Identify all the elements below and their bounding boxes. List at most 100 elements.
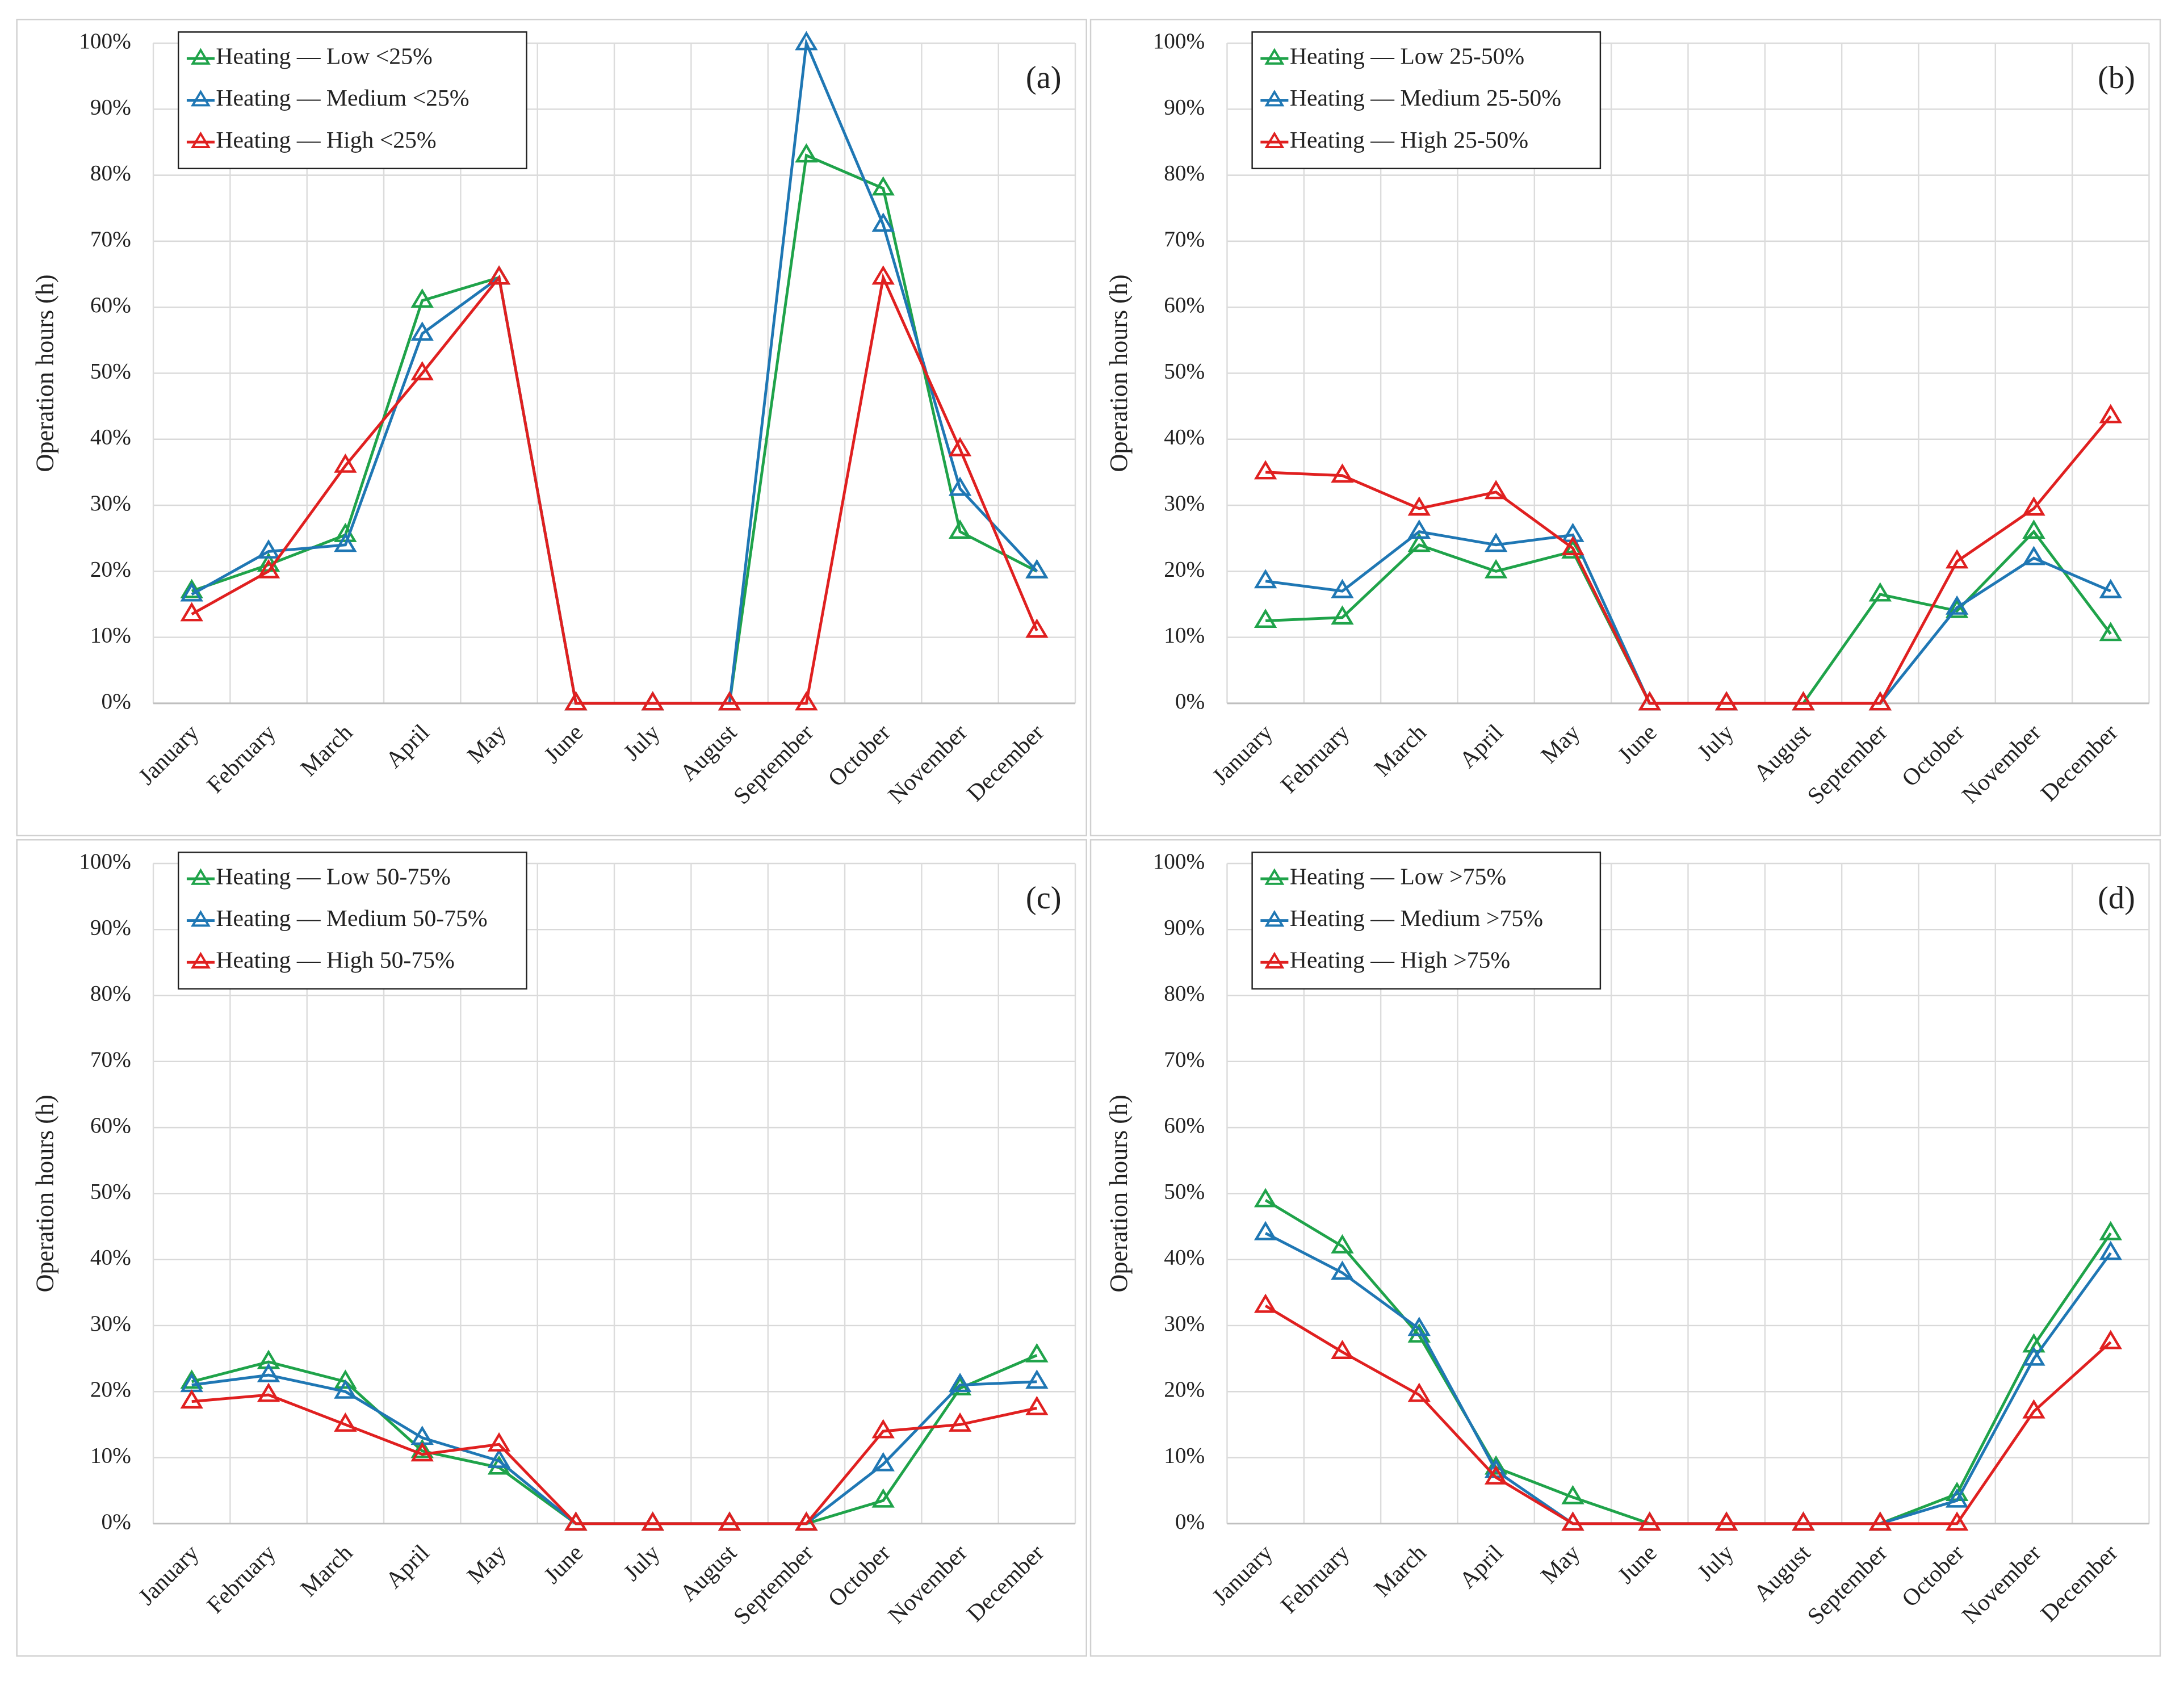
panel-frame xyxy=(1089,19,2161,837)
marker xyxy=(1868,691,1892,711)
marker xyxy=(1945,1488,1969,1508)
marker xyxy=(795,143,818,163)
panel: 0%10%20%30%40%50%60%70%80%90%100%January… xyxy=(16,19,1087,837)
legend-marker xyxy=(191,90,211,107)
marker xyxy=(564,691,588,711)
legend-marker xyxy=(191,909,211,927)
y-tick-label: 30% xyxy=(1164,491,1205,515)
legend-marker xyxy=(191,131,211,149)
panel-frame xyxy=(1089,839,2161,1657)
series-line xyxy=(191,273,1038,705)
marker xyxy=(1254,1293,1277,1313)
y-axis-label: Operation hours (h) xyxy=(1105,274,1133,472)
marker xyxy=(410,360,434,380)
panel: 0%10%20%30%40%50%60%70%80%90%100%January… xyxy=(1089,19,2161,837)
marker xyxy=(2099,1221,2123,1240)
y-tick-label: 60% xyxy=(90,293,131,317)
marker xyxy=(2022,496,2045,516)
y-tick-label: 90% xyxy=(90,95,131,119)
marker xyxy=(948,519,972,539)
marker xyxy=(1254,569,1277,589)
marker xyxy=(257,559,280,579)
y-tick-label: 40% xyxy=(1164,1246,1205,1270)
y-tick-label: 90% xyxy=(90,915,131,940)
marker xyxy=(1331,1339,1354,1359)
marker xyxy=(1407,496,1431,516)
marker xyxy=(180,579,203,598)
marker xyxy=(334,1379,357,1399)
marker xyxy=(410,1442,434,1462)
panel-frame xyxy=(16,839,1087,1657)
marker xyxy=(1945,595,1969,615)
marker xyxy=(180,582,203,602)
marker xyxy=(2022,519,2045,539)
marker xyxy=(1407,533,1431,552)
marker xyxy=(1945,1511,1969,1531)
panel-frame xyxy=(16,19,1087,837)
marker xyxy=(410,321,434,341)
marker xyxy=(487,265,511,285)
y-tick-label: 100% xyxy=(1153,849,1205,874)
y-tick-label: 20% xyxy=(90,1377,131,1402)
y-tick-label: 20% xyxy=(1164,1377,1205,1402)
marker xyxy=(1484,533,1508,552)
marker xyxy=(2022,546,2045,565)
marker xyxy=(718,1511,741,1531)
marker xyxy=(487,1432,511,1452)
marker xyxy=(1638,1511,1661,1531)
marker xyxy=(871,1488,895,1508)
marker xyxy=(334,1369,357,1389)
marker xyxy=(1025,559,1049,579)
panel: 0%10%20%30%40%50%60%70%80%90%100%January… xyxy=(16,839,1087,1657)
y-tick-label: 70% xyxy=(1164,227,1205,251)
marker xyxy=(871,212,895,232)
y-tick-label: 60% xyxy=(1164,293,1205,317)
marker xyxy=(641,691,664,711)
y-tick-label: 80% xyxy=(1164,982,1205,1006)
marker xyxy=(257,1363,280,1382)
marker xyxy=(1868,582,1892,602)
marker xyxy=(334,453,357,473)
marker xyxy=(871,265,895,285)
legend-marker xyxy=(1264,951,1285,969)
y-tick-label: 0% xyxy=(1175,689,1205,714)
y-tick-label: 90% xyxy=(1164,915,1205,940)
y-tick-label: 10% xyxy=(90,623,131,648)
marker xyxy=(1025,1395,1049,1415)
marker xyxy=(1484,480,1508,500)
y-tick-label: 0% xyxy=(101,1510,131,1534)
y-tick-label: 100% xyxy=(79,849,131,874)
y-tick-label: 10% xyxy=(1164,623,1205,648)
marker xyxy=(948,476,972,496)
marker xyxy=(1561,1485,1584,1504)
marker xyxy=(1484,1455,1508,1475)
y-tick-label: 80% xyxy=(90,161,131,186)
legend-label: Heating — High >75% xyxy=(1290,948,1510,974)
y-tick-label: 50% xyxy=(1164,359,1205,383)
marker xyxy=(257,1382,280,1402)
legend-marker xyxy=(1264,48,1285,65)
marker xyxy=(1025,618,1049,638)
marker xyxy=(948,1373,972,1393)
y-tick-label: 50% xyxy=(90,359,131,383)
y-tick-label: 30% xyxy=(90,1311,131,1336)
panel-label: (c) xyxy=(1026,881,1062,916)
y-tick-label: 50% xyxy=(90,1179,131,1204)
y-tick-label: 0% xyxy=(101,689,131,714)
marker xyxy=(1561,1511,1584,1531)
marker xyxy=(180,602,203,622)
marker xyxy=(795,1511,818,1531)
legend-label: Heating — Low 25-50% xyxy=(1290,44,1524,70)
y-tick-label: 70% xyxy=(90,1047,131,1072)
y-tick-label: 0% xyxy=(1175,1510,1205,1534)
marker xyxy=(2099,404,2123,424)
y-tick-label: 80% xyxy=(90,982,131,1006)
marker xyxy=(257,539,280,559)
marker xyxy=(1331,1260,1354,1280)
y-axis-label: Operation hours (h) xyxy=(31,274,58,472)
marker xyxy=(1331,463,1354,483)
y-tick-label: 60% xyxy=(90,1113,131,1138)
marker xyxy=(1638,691,1661,711)
y-tick-label: 10% xyxy=(90,1444,131,1468)
